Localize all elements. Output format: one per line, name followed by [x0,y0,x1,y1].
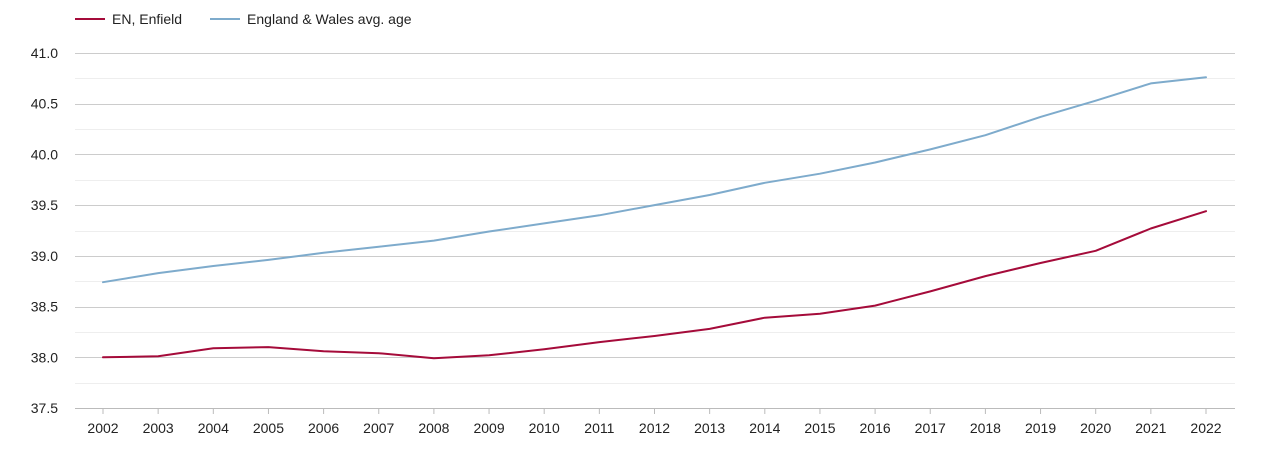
y-tick-label: 41.0 [31,45,58,61]
series-lines [102,76,1207,360]
x-tick-label: 2013 [694,420,725,436]
x-tick-label: 2002 [87,420,118,436]
x-tick-label: 2022 [1190,420,1221,436]
legend-swatch-england-wales [210,18,241,20]
x-tick-label: 2003 [143,420,174,436]
legend-label-england-wales: England & Wales avg. age [247,11,412,27]
x-tick-label: 2017 [915,420,946,436]
x-tick-label: 2010 [529,420,560,436]
y-axis-ticks: 37.5 38.0 38.5 39.0 39.5 40.0 40.5 41.0 [31,45,58,416]
y-tick-label: 40.5 [31,96,58,112]
y-tick-label: 37.5 [31,400,58,416]
x-tick-label: 2020 [1080,420,1111,436]
x-tick-label: 2014 [749,420,780,436]
series-line-england-wales[interactable] [102,76,1207,284]
x-tick-label: 2009 [473,420,504,436]
x-axis-ticks: 2002 2003 2004 2005 2006 2007 2008 2009 2010 2011… [87,408,1222,436]
chart-legend: EN, Enfield England & Wales avg. age [75,8,440,30]
y-tick-label: 38.5 [31,299,58,315]
x-tick-label: 2018 [970,420,1001,436]
y-tick-label: 39.5 [31,197,58,213]
x-tick-label: 2012 [639,420,670,436]
y-tick-label: 39.0 [31,248,58,264]
x-tick-label: 2015 [804,420,835,436]
x-tick-label: 2016 [860,420,891,436]
legend-label-enfield: EN, Enfield [112,11,183,27]
y-tick-label: 38.0 [31,349,58,365]
x-tick-label: 2007 [363,420,394,436]
x-tick-label: 2008 [418,420,449,436]
series-line-enfield[interactable] [102,210,1207,360]
x-tick-label: 2021 [1135,420,1166,436]
legend-item-england-wales[interactable]: England & Wales avg. age [210,11,412,27]
x-tick-label: 2019 [1025,420,1056,436]
y-tick-label: 40.0 [31,146,58,162]
grid-lines [75,53,1235,409]
x-tick-label: 2005 [253,420,284,436]
x-tick-label: 2004 [198,420,229,436]
x-tick-label: 2006 [308,420,339,436]
legend-item-enfield[interactable]: EN, Enfield [75,11,182,27]
legend-swatch-enfield [75,18,105,20]
x-tick-label: 2011 [584,420,614,436]
